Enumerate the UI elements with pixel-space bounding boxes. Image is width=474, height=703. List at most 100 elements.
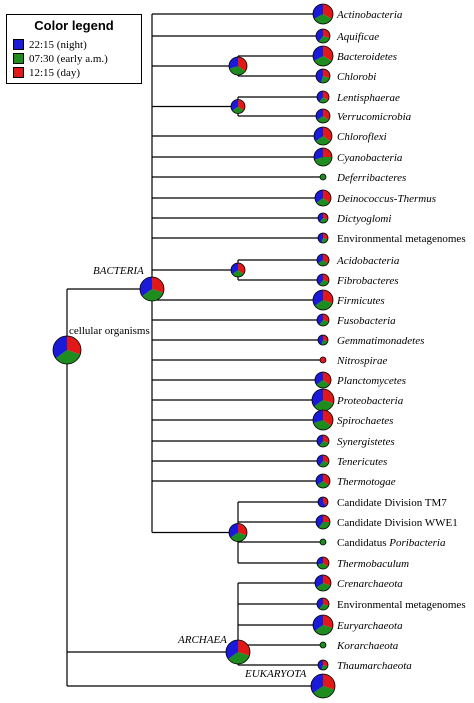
pie-bacteria-node [139,276,165,302]
pie-slice [314,300,333,310]
pie-bacteria-2 [312,45,334,67]
pie-slice [317,91,323,102]
taxon-label-archaea-0: Crenarchaeota [337,578,403,590]
pie-outline [313,147,333,167]
pie-slice [312,389,323,407]
taxon-label-bacteria-11: Environmental metagenomes [337,233,466,245]
pie-slice [318,36,330,44]
pie-outline [317,334,329,346]
pie-slice [320,357,326,363]
pie-slice [323,290,334,304]
pie-slice [317,563,328,569]
pie-slice [232,106,244,114]
pie-slice [142,289,164,302]
pie-outline [230,262,246,278]
taxon-label-bacteria-17: Nitrospirae [336,355,387,367]
taxon-label-archaea-2: Euryarchaeota [336,620,403,632]
pie-outline [319,356,327,364]
pie-slice [323,575,331,586]
pie-outline [316,597,330,611]
taxon-label-bacteria-22: Tenericutes [337,456,387,468]
pie-slice [316,29,323,42]
pie-slice [323,148,332,157]
pie-slice [323,69,331,79]
tree-pies [52,3,336,699]
pie-slice [238,640,250,656]
pie-bacteria-23 [315,473,331,489]
pie-slice [323,213,329,220]
pie-outline [313,126,333,146]
pie-slice [320,174,326,180]
pie-slice [226,640,238,660]
taxon-label-bacteria-14: Firmicutes [336,295,385,307]
pie-bacteria-11 [317,232,329,244]
pie-bact_clade1 [228,56,248,76]
pie-archaea-4 [317,659,329,671]
pie-bacteria-12 [316,253,330,267]
pie-root-node [52,335,82,365]
pie-outline [312,289,334,311]
taxon-label-bacteria-16: Gemmatimonadetes [337,335,424,347]
pie-outline [316,253,330,267]
pie-slice [314,56,332,66]
pie-slice [318,260,328,266]
pie-slice [323,233,329,240]
taxon-label-archaea-4: Thaumarchaeota [337,660,412,672]
pie-slice [317,435,323,446]
color-legend: Color legend 22:15 (night) 07:30 (early … [6,14,142,84]
legend-swatch-day [13,67,24,78]
pie-bacteria-27 [316,556,330,570]
taxon-label-archaea-3: Korarchaeota [336,640,399,652]
pie-archaea-1 [316,597,330,611]
pie-outline [315,473,331,489]
taxon-label-bacteria-12: Acidobacteria [336,255,400,267]
pie-slice [323,455,329,463]
pie-slice [319,97,328,103]
pie-outline [228,523,248,542]
taxon-label-bacteria-19: Proteobacteria [336,395,404,407]
pie-slice [229,66,246,76]
pie-outline [314,189,332,207]
pie-outline [312,45,334,67]
legend-row-night: 22:15 (night) [13,38,87,51]
taxon-label-bacteria-5: Verrucomicrobia [337,111,412,123]
pie-slice [318,233,323,243]
pie-slice [311,674,323,694]
pie-slice [313,420,332,431]
pie-outline [317,212,329,224]
pie-slice [323,660,329,667]
pie-bacteria-22 [316,454,330,468]
pie-bact_clade3 [230,262,246,278]
taxon-label-bacteria-27: Thermobaculum [337,558,409,570]
pie-outline [315,28,331,44]
pie-archaea-node [225,639,251,665]
pie-bacteria-26 [319,538,327,546]
taxon-label-bacteria-3: Chlorobi [337,71,376,83]
pie-outline [317,496,329,508]
pie-slice [316,557,323,565]
pie-bact_clade2 [230,99,246,114]
pie-outline [317,659,329,671]
pie-archaea-2 [312,614,334,636]
legend-row-early-am: 07:30 (early a.m.) [13,52,108,65]
legend-title: Color legend [34,18,114,33]
pie-slice [316,380,330,388]
pie-bacteria-6 [313,126,333,146]
pie-slice [317,314,323,325]
taxon-label-bacteria-6: Chloroflexi [337,131,387,143]
pie-outline [228,56,248,76]
tree-labels: Actinobacteria Aquificae Bacteroidetes Chlo… [69,9,466,680]
taxon-label-bacteria-10: Dictyoglomi [336,213,391,225]
pie-slice [318,497,326,507]
pie-slice [316,69,323,83]
taxon-label-bacteria-1: Aquificae [336,31,379,43]
pie-outline [225,639,251,665]
pie-slice [232,270,244,277]
pie-bacteria-24 [317,496,329,508]
pie-slice [323,335,328,342]
pie-outline [312,409,334,431]
pie-outline [316,313,330,327]
pie-slice [317,116,329,123]
pie-eukaryota-node [310,673,336,699]
taxon-label-bacteria-20: Spirochaetes [337,415,393,427]
